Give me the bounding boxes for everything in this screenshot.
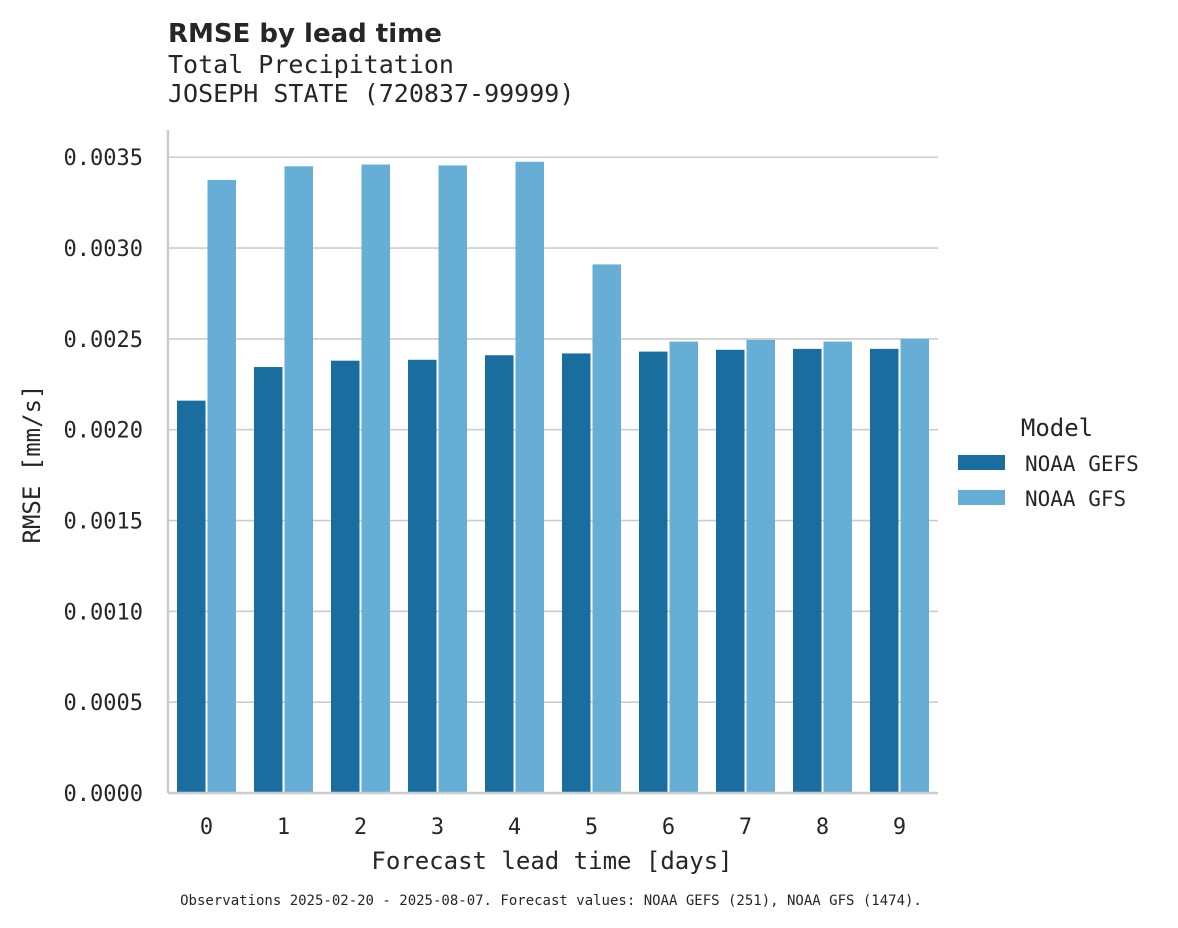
x-tick-label: 7 xyxy=(739,815,752,840)
y-tick-label: 0.0025 xyxy=(64,328,143,353)
x-tick-label: 5 xyxy=(585,815,598,840)
bar-noaa-gfs-day-9 xyxy=(900,338,929,793)
x-tick-label: 0 xyxy=(200,815,213,840)
bar-noaa-gefs-day-0 xyxy=(177,400,206,793)
x-tick-label: 8 xyxy=(816,815,829,840)
bar-noaa-gfs-day-4 xyxy=(515,161,544,794)
bar-noaa-gfs-day-5 xyxy=(592,264,621,793)
bar-noaa-gefs-day-5 xyxy=(562,353,591,793)
y-tick-label: 0.0000 xyxy=(64,782,143,807)
y-axis-label: RMSE [mm/s] xyxy=(18,385,46,544)
bar-noaa-gefs-day-6 xyxy=(639,351,668,793)
legend-label-noaa-gfs: NOAA GFS xyxy=(1025,487,1126,511)
x-tick-label: 1 xyxy=(277,815,290,840)
y-tick-label: 0.0035 xyxy=(64,146,143,171)
bar-noaa-gefs-day-4 xyxy=(485,355,514,793)
bar-noaa-gfs-day-7 xyxy=(746,339,775,793)
bar-noaa-gfs-day-2 xyxy=(361,164,390,793)
x-tick-label: 6 xyxy=(662,815,675,840)
bar-noaa-gfs-day-6 xyxy=(669,341,698,793)
y-gridlines xyxy=(168,156,938,794)
y-tick-label: 0.0020 xyxy=(64,419,143,444)
bar-noaa-gfs-day-1 xyxy=(284,166,313,794)
legend-label-noaa-gefs: NOAA GEFS xyxy=(1025,452,1139,476)
y-tick-label: 0.0005 xyxy=(64,691,143,716)
x-tick-label: 3 xyxy=(431,815,444,840)
x-tick-labels: 0 1 2 3 4 5 6 7 8 9 xyxy=(200,815,906,840)
bar-noaa-gefs-day-9 xyxy=(870,348,899,793)
bar-noaa-gefs-day-7 xyxy=(716,349,745,793)
y-tick-label: 0.0015 xyxy=(64,510,143,535)
bar-noaa-gefs-day-8 xyxy=(793,348,822,793)
y-tick-label: 0.0030 xyxy=(64,237,143,262)
bar-noaa-gefs-day-1 xyxy=(254,367,283,793)
bar-noaa-gfs-day-8 xyxy=(823,341,852,793)
bar-noaa-gefs-day-2 xyxy=(331,360,360,793)
bar-noaa-gfs-day-0 xyxy=(207,179,236,794)
chart-subtitle-station: JOSEPH STATE (720837-99999) xyxy=(168,79,574,108)
y-tick-labels: 0.0000 0.0005 0.0010 0.0015 0.0020 0.0025 0.00… xyxy=(64,146,143,807)
bar-noaa-gefs-day-3 xyxy=(408,359,437,793)
bar-noaa-gfs-day-3 xyxy=(438,165,467,794)
x-tick-label: 9 xyxy=(893,815,906,840)
legend: Model NOAA GEFS NOAA GFS xyxy=(958,414,1139,511)
legend-title: Model xyxy=(1021,414,1093,442)
x-axis-label: Forecast lead time [days] xyxy=(371,847,732,875)
legend-swatch-noaa-gefs xyxy=(958,455,1005,470)
x-tick-label: 4 xyxy=(508,815,521,840)
chart-subtitle-variable: Total Precipitation xyxy=(168,50,454,79)
x-tick-label: 2 xyxy=(354,815,367,840)
y-tick-label: 0.0010 xyxy=(64,600,143,625)
chart-title: RMSE by lead time xyxy=(168,19,442,49)
legend-swatch-noaa-gfs xyxy=(958,490,1005,505)
axes xyxy=(166,130,938,795)
chart-footnote: Observations 2025-02-20 - 2025-08-07. Fo… xyxy=(180,893,922,909)
bars xyxy=(177,161,929,794)
